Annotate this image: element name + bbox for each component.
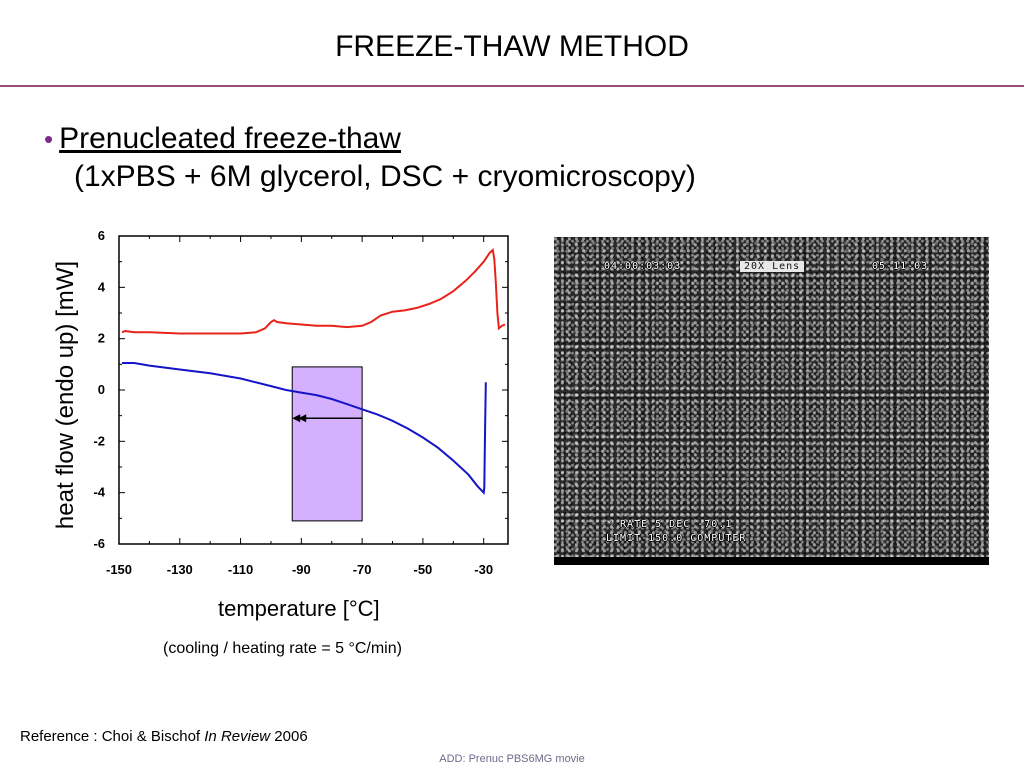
highlight-band bbox=[291, 366, 363, 522]
reference-text: Reference : Choi & Bischof In Review 200… bbox=[20, 728, 308, 745]
arrow-head bbox=[292, 414, 301, 423]
y-tick-label: 0 bbox=[98, 382, 105, 397]
y-tick-label: 6 bbox=[98, 228, 105, 243]
x-tick-label: -50 bbox=[414, 562, 433, 577]
y-tick-label: -6 bbox=[93, 536, 105, 551]
video-timestamp: 04:00:03:03 bbox=[604, 261, 682, 272]
stage-limit-readout: LIMIT-150.0 COMPUTER bbox=[606, 533, 747, 544]
slide-title: FREEZE-THAW METHOD bbox=[335, 30, 689, 63]
x-tick-label: -130 bbox=[167, 562, 193, 577]
bullet-heading: Prenucleated freeze-thaw bbox=[59, 122, 401, 155]
image-bottom-strip bbox=[554, 557, 989, 565]
bullet-subtext: (1xPBS + 6M glycerol, DSC + cryomicrosco… bbox=[74, 160, 696, 193]
y-tick-label: 2 bbox=[98, 331, 105, 346]
x-tick-label: -110 bbox=[228, 562, 253, 577]
title-divider bbox=[0, 85, 1024, 87]
x-tick-label: -90 bbox=[292, 562, 311, 577]
footer-note: ADD: Prenuc PBS6MG movie bbox=[439, 753, 585, 765]
y-tick-label: -2 bbox=[93, 433, 105, 448]
stage-rate-readout: * RATE 5 DEC -70.1 bbox=[606, 519, 733, 530]
reference-prefix: Reference : Choi & Bischof bbox=[20, 728, 205, 745]
reference-italic: In Review bbox=[204, 728, 271, 745]
video-date: 05-11-03 bbox=[872, 261, 929, 272]
series-line-cooling bbox=[122, 362, 487, 495]
x-tick-label: -150 bbox=[106, 562, 132, 577]
bullet-icon: • bbox=[44, 124, 54, 154]
rate-note: (cooling / heating rate = 5 °C/min) bbox=[163, 640, 402, 657]
lens-label: 20X Lens bbox=[740, 261, 805, 272]
ice-crystal-texture bbox=[554, 237, 989, 557]
x-tick-label: -30 bbox=[474, 562, 493, 577]
cryomicroscopy-image: 04:00:03:03 20X Lens 05-11-03 * RATE 5 D… bbox=[554, 237, 989, 565]
y-tick-label: -4 bbox=[93, 485, 105, 500]
x-axis-label: temperature [°C] bbox=[218, 596, 380, 621]
series-line-heating bbox=[121, 248, 506, 335]
x-tick-label: -70 bbox=[353, 562, 372, 577]
y-tick-label: 4 bbox=[98, 279, 106, 294]
reference-suffix: 2006 bbox=[270, 728, 308, 745]
bullet-item: • Prenucleated freeze-thaw bbox=[44, 122, 401, 156]
arrow-head bbox=[298, 414, 307, 423]
y-axis-label: heat flow (endo up) [mW] bbox=[52, 260, 79, 530]
